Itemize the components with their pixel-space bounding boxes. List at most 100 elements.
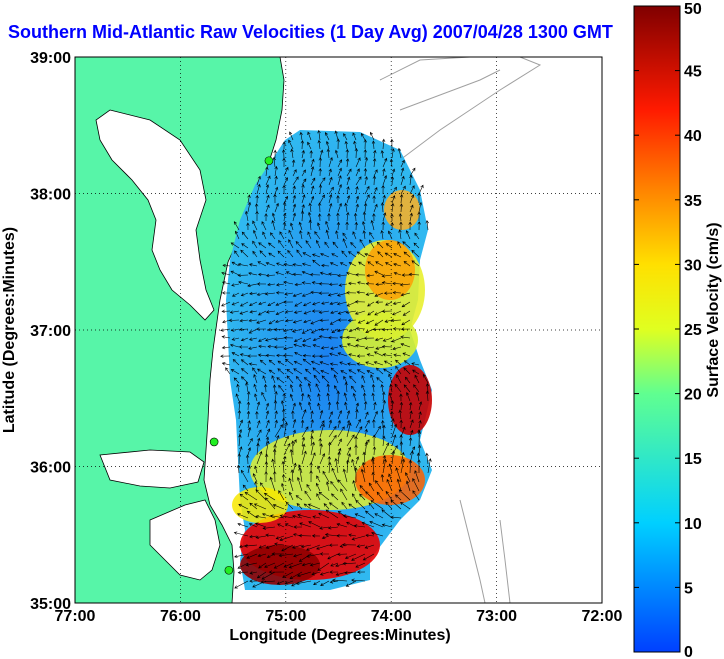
velocity-arrow <box>220 354 231 358</box>
velocity-arrow <box>326 383 330 393</box>
velocity-arrow <box>254 465 258 474</box>
velocity-arrow <box>282 455 287 465</box>
velocity-arrow <box>319 409 324 420</box>
velocity-arrow <box>385 301 393 306</box>
velocity-arrow <box>375 367 384 375</box>
velocity-arrow <box>271 552 285 556</box>
velocity-arrow <box>319 177 326 186</box>
velocity-arrow <box>337 159 343 168</box>
velocity-arrow <box>417 444 422 456</box>
velocity-arrow <box>425 219 429 231</box>
velocity-arrow <box>238 345 249 349</box>
velocity-arrow <box>239 310 249 315</box>
velocity-arrow <box>398 213 403 222</box>
velocity-arrow <box>303 301 312 307</box>
velocity-arrow <box>336 301 348 306</box>
velocity-arrow <box>289 222 294 231</box>
velocity-arrow <box>328 425 337 438</box>
velocity-arrow <box>422 373 429 384</box>
velocity-arrow <box>274 390 278 402</box>
velocity-arrow <box>278 384 285 393</box>
velocity-arrow <box>350 241 357 249</box>
velocity-arrow <box>302 252 312 258</box>
velocity-arrow <box>395 365 402 375</box>
velocity-arrow <box>265 184 270 195</box>
velocity-arrow <box>382 454 386 465</box>
x-tick-label: 74:00 <box>371 608 412 625</box>
velocity-arrow <box>344 381 348 393</box>
velocity-arrow <box>307 394 312 402</box>
velocity-arrow <box>301 194 306 204</box>
velocity-arrow <box>336 292 348 297</box>
velocity-arrow <box>273 149 277 159</box>
velocity-arrow <box>409 446 416 456</box>
velocity-arrow <box>291 544 303 549</box>
velocity-arrow <box>267 301 276 306</box>
velocity-arrow <box>306 553 321 558</box>
velocity-arrow <box>284 523 294 528</box>
colorbar-tick-label: 45 <box>684 64 702 81</box>
velocity-arrow <box>318 282 330 286</box>
velocity-arrow <box>292 429 296 438</box>
velocity-arrow <box>355 273 366 277</box>
velocity-arrow <box>265 410 270 420</box>
velocity-arrow <box>312 515 321 519</box>
velocity-arrow <box>319 327 330 332</box>
velocity-arrow <box>327 526 339 530</box>
velocity-arrow <box>281 473 286 483</box>
velocity-arrow <box>293 368 303 375</box>
velocity-arrow <box>319 194 325 204</box>
velocity-arrow <box>325 140 330 150</box>
velocity-arrow <box>282 221 287 231</box>
velocity-arrow <box>247 201 252 213</box>
velocity-arrow <box>346 301 357 307</box>
velocity-arrow <box>381 523 393 528</box>
velocity-arrow <box>256 401 261 411</box>
velocity-arrow <box>352 132 357 141</box>
velocity-arrow <box>364 156 368 168</box>
velocity-arrow <box>361 461 366 474</box>
velocity-arrow <box>425 390 430 402</box>
velocity-arrow <box>319 149 324 159</box>
velocity-arrow <box>310 185 315 195</box>
velocity-arrow <box>273 345 285 349</box>
velocity-arrow <box>256 368 267 375</box>
velocity-arrow <box>427 458 432 474</box>
velocity-arrow <box>292 292 303 297</box>
x-tick-label: 76:00 <box>160 608 201 625</box>
velocity-arrow <box>403 384 411 393</box>
x-tick-label: 72:00 <box>582 608 623 625</box>
velocity-arrow <box>319 526 330 530</box>
velocity-arrow <box>252 240 258 249</box>
velocity-arrow <box>328 282 339 287</box>
velocity-arrow <box>294 351 303 357</box>
velocity-arrow <box>275 319 285 324</box>
velocity-arrow <box>225 367 231 375</box>
velocity-arrow <box>382 391 386 402</box>
velocity-arrow <box>288 229 294 240</box>
velocity-arrow <box>346 271 357 276</box>
velocity-arrow <box>381 281 393 285</box>
velocity-arrow <box>263 492 276 501</box>
velocity-arrow <box>306 544 321 551</box>
velocity-arrow <box>417 459 421 474</box>
velocity-arrow <box>240 249 249 258</box>
velocity-arrow <box>414 470 420 483</box>
velocity-arrow <box>293 337 303 342</box>
velocity-arrow <box>405 472 411 483</box>
velocity-arrow <box>274 165 278 177</box>
velocity-arrow <box>409 167 416 177</box>
velocity-arrow <box>336 390 340 402</box>
velocity-arrow <box>239 301 249 307</box>
velocity-arrow <box>301 443 306 456</box>
velocity-arrow <box>254 203 259 213</box>
velocity-arrow <box>255 514 267 519</box>
velocity-arrow <box>274 410 278 420</box>
velocity-arrow <box>355 337 366 342</box>
station-marker <box>264 156 274 166</box>
velocity-arrow <box>319 571 330 576</box>
velocity-arrow <box>257 272 267 277</box>
velocity-arrow <box>373 186 378 195</box>
velocity-arrow <box>271 212 276 222</box>
velocity-arrow <box>391 337 402 343</box>
